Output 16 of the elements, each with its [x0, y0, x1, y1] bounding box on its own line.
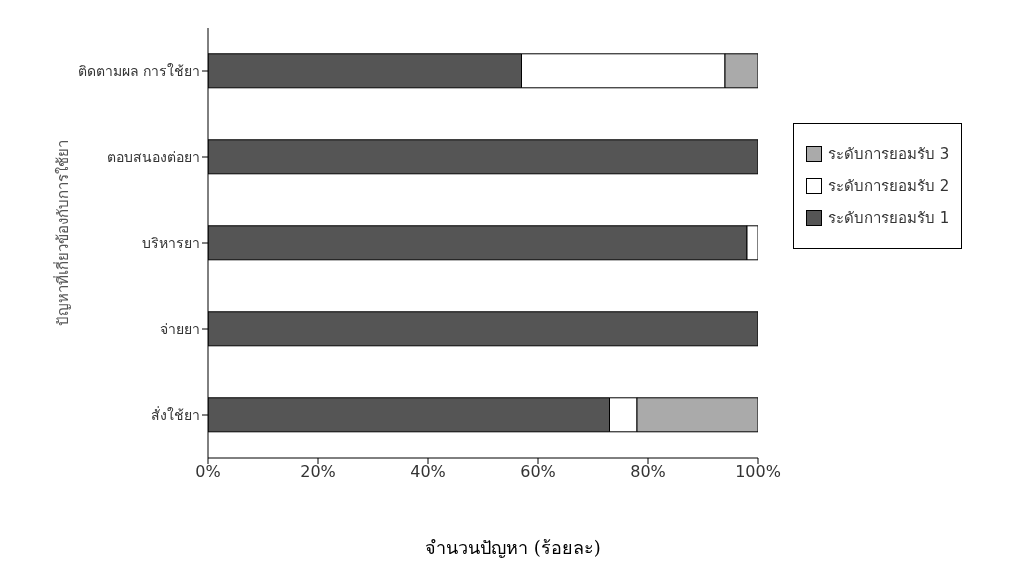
y-axis-title: ปัญหาที่เกี่ยวข้องกับการใช้ยา: [52, 140, 73, 326]
x-tick-label: 40%: [410, 462, 446, 482]
x-tick-label: 80%: [630, 462, 666, 482]
legend-label: ระดับการยอมรับ 3: [828, 144, 950, 165]
y-tick-label: ตอบสนองต่อยา: [107, 148, 200, 165]
x-tick-label: 20%: [300, 462, 336, 482]
y-tick-label: จ่ายยา: [160, 320, 200, 337]
x-tick-label: 100%: [735, 462, 781, 482]
y-tick-label: ติดตามผล การใช้ยา: [77, 62, 200, 79]
legend-label: ระดับการยอมรับ 2: [828, 176, 950, 197]
x-tick-label: 0%: [195, 462, 221, 482]
y-tick-label: สั่งใช้ยา: [151, 405, 200, 423]
x-tick-label: 60%: [520, 462, 556, 482]
x-axis-title: จำนวนปัญหา (ร้อยละ): [424, 536, 602, 560]
y-tick-label: บริหารยา: [142, 234, 200, 251]
legend-label: ระดับการยอมรับ 1: [828, 208, 950, 229]
